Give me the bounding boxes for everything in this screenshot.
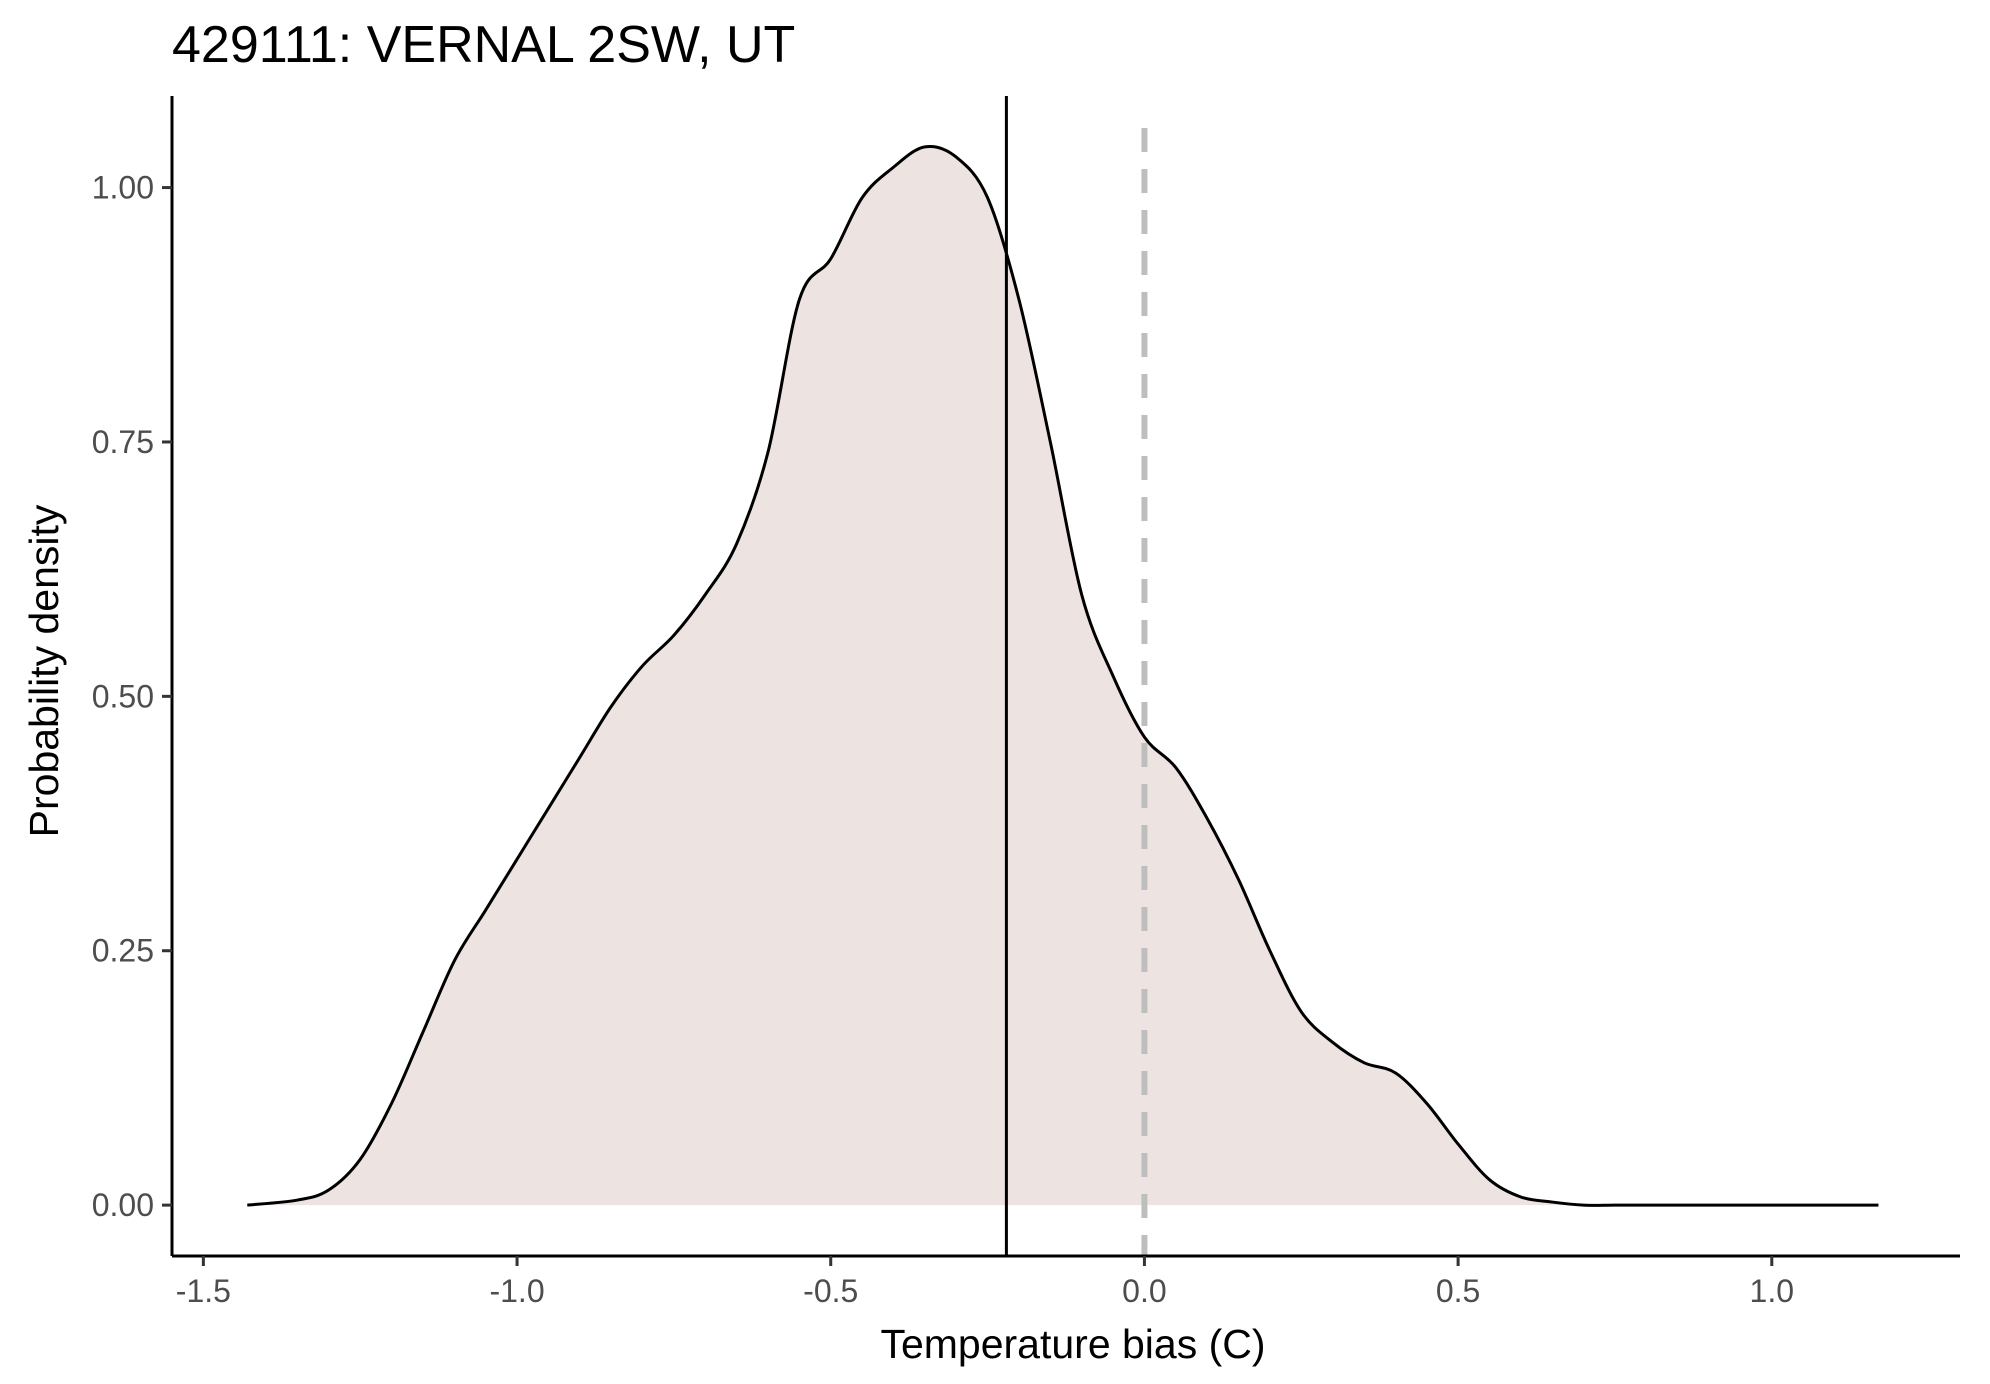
y-tick-label: 0.00 — [92, 1187, 154, 1223]
density-area-fill — [247, 146, 1879, 1206]
x-tick-label: 0.5 — [1436, 1273, 1480, 1309]
x-axis-title: Temperature bias (C) — [880, 1321, 1265, 1367]
axes: -1.5 -1.0 -0.5 0.0 0.5 1.0 0.00 0.25 0.50 0.75 1.0… — [92, 96, 1960, 1309]
chart-title: 429111: VERNAL 2SW, UT — [172, 16, 795, 74]
y-tick-label: 1.00 — [92, 170, 154, 206]
y-tick-label: 0.75 — [92, 424, 154, 460]
x-tick-label: -1.0 — [489, 1273, 544, 1309]
y-tick-label: 0.25 — [92, 933, 154, 969]
density-curve — [247, 144, 1879, 1207]
y-axis-title: Probability density — [21, 504, 67, 837]
x-tick-label: 1.0 — [1750, 1273, 1794, 1309]
plot-area — [247, 96, 1879, 1256]
x-tick-label: -1.5 — [176, 1273, 231, 1309]
y-tick-label: 0.50 — [92, 678, 154, 714]
x-tick-label: -0.5 — [803, 1273, 858, 1309]
x-tick-label: 0.0 — [1122, 1273, 1166, 1309]
